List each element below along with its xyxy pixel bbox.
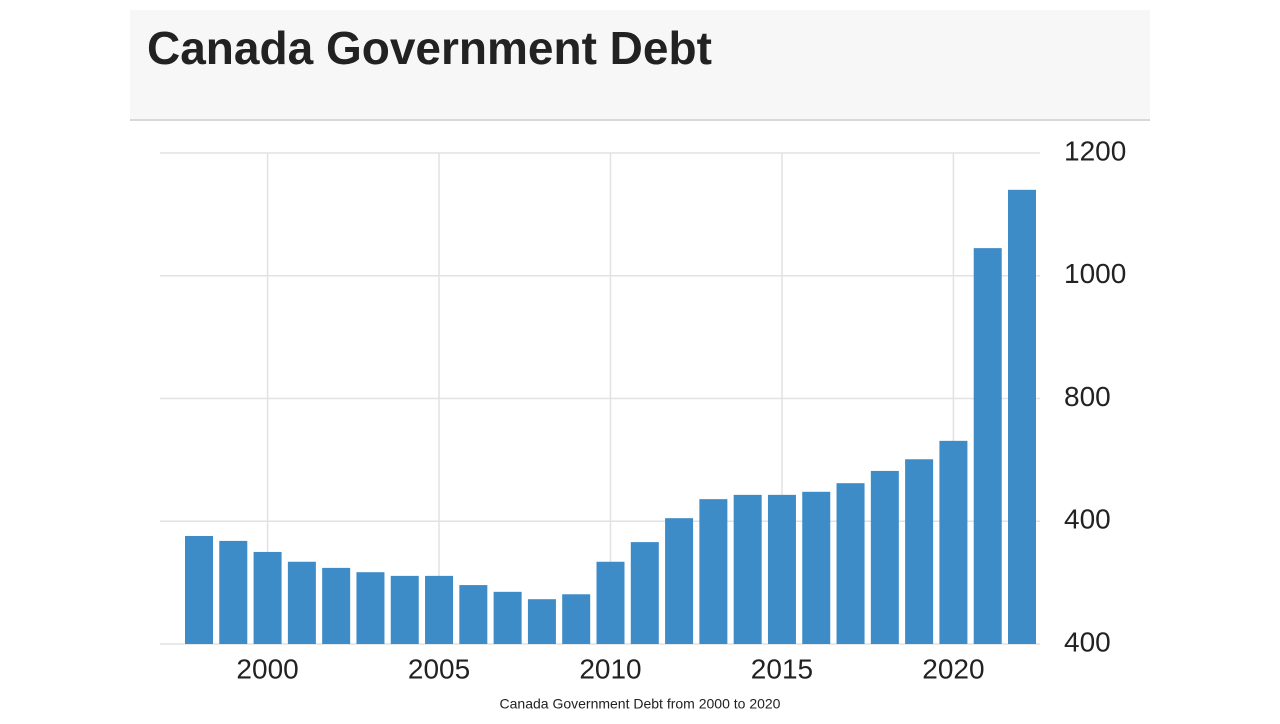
bar xyxy=(836,483,865,644)
y-tick-label: 400 xyxy=(1064,504,1111,535)
bar xyxy=(287,561,316,644)
y-tick-label: 1000 xyxy=(1064,258,1126,289)
chart-title: Canada Government Debt xyxy=(147,22,712,74)
bar xyxy=(322,567,351,644)
x-tick-label: 2000 xyxy=(236,653,298,684)
y-tick-label: 400 xyxy=(1064,626,1111,657)
x-tick-label: 2005 xyxy=(408,653,470,684)
bar xyxy=(527,599,556,644)
bar xyxy=(905,459,934,644)
bar xyxy=(870,470,899,644)
bar xyxy=(665,518,694,644)
bar xyxy=(699,499,728,644)
bar xyxy=(802,491,831,644)
bar xyxy=(562,594,591,644)
y-tick-label: 800 xyxy=(1064,381,1111,412)
bar xyxy=(459,585,488,644)
x-tick-label: 2015 xyxy=(751,653,813,684)
bar xyxy=(390,575,419,644)
bar xyxy=(493,591,522,644)
bar xyxy=(596,561,625,644)
x-tick-label: 2010 xyxy=(579,653,641,684)
bar xyxy=(253,551,282,644)
bar xyxy=(356,572,385,644)
bar xyxy=(425,575,454,644)
bar xyxy=(733,494,762,644)
bar xyxy=(973,248,1002,644)
x-tick-label: 2020 xyxy=(922,653,984,684)
bar xyxy=(630,542,659,644)
bar xyxy=(939,440,968,644)
y-tick-label: 1200 xyxy=(1064,135,1126,166)
bar xyxy=(219,540,248,644)
header-background xyxy=(130,10,1150,120)
chart-caption: Canada Government Debt from 2000 to 2020 xyxy=(500,696,781,712)
bar xyxy=(185,535,213,644)
bar xyxy=(767,494,796,644)
bar xyxy=(1008,189,1036,644)
